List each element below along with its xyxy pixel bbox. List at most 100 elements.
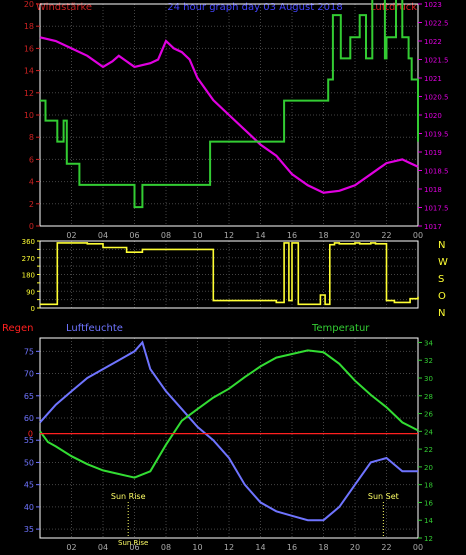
x-tick-label: 10	[192, 543, 202, 552]
x-tick-label: 10	[192, 231, 202, 240]
pressure-axis-tick-label: 1019.5	[424, 131, 449, 139]
wind-axis-tick-label: 2	[29, 200, 34, 209]
temperature-axis-tick-label: 14	[424, 517, 433, 525]
top-panel-grid	[40, 3, 419, 227]
wind-axis-ticks: 0 2 4 6 8 10 12 14 16 18 20	[24, 0, 40, 231]
humidity-line	[39, 340, 418, 522]
direction-axis-tick-label: 270	[22, 255, 35, 263]
humidity-axis-tick-label: 45	[24, 481, 34, 490]
x-tick-label: 16	[287, 543, 297, 552]
wind-axis-title: Windstärke	[36, 2, 92, 13]
bottom-panel-frame	[39, 337, 419, 539]
direction-axis-ticks: 0 90 180 270 360	[22, 238, 40, 313]
wind-axis-tick-label: 12	[24, 89, 34, 98]
wind-axis-tick-label: 14	[24, 67, 34, 76]
humidity-axis-tick-label: 65	[24, 392, 34, 401]
bottom-panel-grid	[40, 338, 419, 538]
x-tick-label: 06	[129, 231, 139, 240]
humidity-axis-tick-label: 55	[24, 436, 34, 445]
pressure-axis-tick-label: 1019	[424, 149, 442, 157]
x-tick-label: 04	[98, 231, 108, 240]
x-tick-label: 08	[161, 231, 171, 240]
pressure-axis-tick-label: 1020	[424, 112, 442, 120]
x-tick-label: 08	[161, 543, 171, 552]
wind-axis-tick-label: 0	[29, 222, 34, 231]
x-tick-label: 02	[66, 231, 76, 240]
x-tick-label: 22	[381, 543, 391, 552]
wind-axis-tick-label: 18	[24, 22, 34, 31]
bottom-x-axis-ticks: 02 04 06 08 10 12 14 16 18 20 22 00	[66, 543, 423, 552]
pressure-axis-tick-label: 1017	[424, 223, 442, 231]
humidity-axis-tick-label: 75	[24, 347, 34, 356]
compass-label: W	[438, 257, 448, 268]
wind-axis-tick-label: 16	[24, 44, 34, 53]
x-tick-label: 20	[350, 543, 360, 552]
temperature-axis-tick-label: 26	[424, 411, 433, 419]
pressure-axis-tick-label: 1018	[424, 186, 442, 194]
rain-label: Regen	[2, 323, 34, 334]
sunrise-under-axis-label: Sun Rise	[118, 539, 148, 547]
pressure-axis-tick-label: 1022	[424, 38, 442, 46]
temperature-axis-tick-label: 34	[424, 339, 433, 347]
temperature-axis-tick-label: 20	[424, 464, 433, 472]
x-tick-label: 00	[413, 543, 423, 552]
sun-marker-label: Sun Set	[368, 492, 399, 501]
compass-label: S	[438, 274, 444, 285]
pressure-axis-tick-label: 1022.5	[424, 20, 449, 28]
rain-zero-label: 0	[28, 430, 33, 439]
pressure-axis-tick-label: 1018.5	[424, 168, 449, 176]
x-tick-label: 14	[255, 231, 265, 240]
x-tick-label: 22	[381, 231, 391, 240]
x-tick-label: 12	[224, 231, 234, 240]
top-x-axis-ticks: 02 04 06 08 10 12 14 16 18 20 22 00	[66, 231, 423, 240]
temperature-line	[39, 349, 419, 479]
direction-axis-tick-label: 180	[22, 272, 35, 280]
series-layer: 0	[28, 0, 419, 522]
direction-axis-tick-label: 0	[31, 305, 35, 313]
x-tick-label: 16	[287, 231, 297, 240]
temperature-axis-tick-label: 24	[424, 428, 433, 436]
x-tick-label: 18	[318, 543, 328, 552]
compass-label: O	[438, 291, 446, 302]
wind-axis-tick-label: 8	[29, 133, 34, 142]
humidity-axis-tick-label: 70	[24, 370, 34, 379]
direction-axis-tick-label: 90	[26, 288, 35, 296]
humidity-axis-tick-label: 35	[24, 525, 34, 534]
wind-direction-line	[40, 242, 419, 306]
wind-line	[40, 0, 419, 209]
compass-label: N	[438, 308, 445, 319]
temperature-axis-tick-label: 30	[424, 375, 433, 383]
x-tick-label: 06	[129, 543, 139, 552]
x-tick-label: 18	[318, 231, 328, 240]
temperature-axis-tick-label: 32	[424, 357, 433, 365]
pressure-axis-ticks: 1017 1017.5 1018 1018.5 1019 1019.5 1020 1020.5…	[418, 1, 449, 231]
sun-marker-label: Sun Rise	[111, 492, 146, 501]
direction-axis-tick-label: 360	[22, 238, 35, 246]
temperature-axis-tick-label: 16	[424, 499, 433, 507]
humidity-axis-tick-label: 60	[24, 414, 34, 423]
x-tick-label: 04	[98, 543, 108, 552]
x-tick-label: 14	[255, 543, 265, 552]
pressure-axis-tick-label: 1023	[424, 1, 442, 9]
pressure-line	[39, 36, 419, 194]
temperature-axis-tick-label: 22	[424, 446, 433, 454]
temperature-label: Temperatur	[311, 323, 370, 334]
pressure-axis-tick-label: 1020.5	[424, 94, 449, 102]
wind-axis-tick-label: 6	[29, 155, 34, 164]
x-tick-label: 00	[413, 231, 423, 240]
pressure-axis-tick-label: 1021	[424, 75, 442, 83]
sun-markers: Sun Rise Sun Set	[111, 492, 399, 538]
pressure-axis-tick-label: 1021.5	[424, 57, 449, 65]
x-tick-label: 12	[224, 543, 234, 552]
compass-label: N	[438, 240, 445, 251]
wind-axis-tick-label: 20	[24, 0, 34, 9]
temperature-axis-tick-label: 28	[424, 393, 433, 401]
x-tick-label: 02	[66, 543, 76, 552]
temperature-axis-tick-label: 18	[424, 482, 433, 490]
x-tick-label: 20	[350, 231, 360, 240]
temperature-axis-ticks: 12 14 16 18 20 22 24 26 28 30 32 34	[418, 339, 433, 543]
pressure-axis-tick-label: 1017.5	[424, 205, 449, 213]
